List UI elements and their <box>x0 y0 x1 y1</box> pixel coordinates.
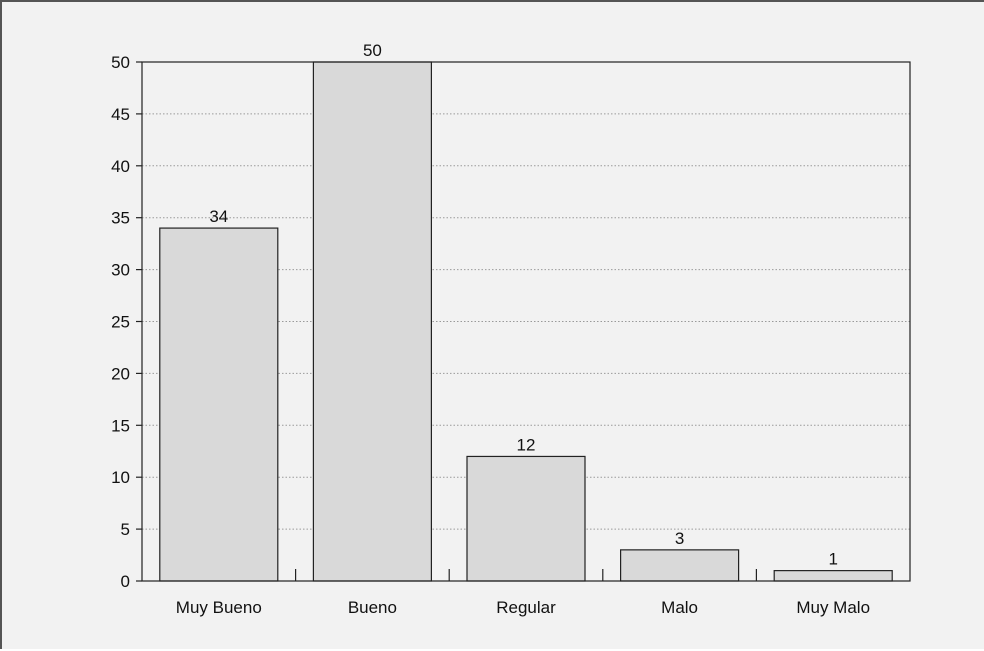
bar-regular <box>466 455 586 582</box>
x-category-label-muy-bueno: Muy Bueno <box>176 598 262 617</box>
bar-muy-bueno <box>159 227 279 582</box>
y-tick-label-35: 35 <box>111 209 130 228</box>
data-label-regular: 12 <box>517 435 536 454</box>
data-label-malo: 3 <box>675 529 684 548</box>
x-category-label-malo: Malo <box>661 598 698 617</box>
y-tick-label-10: 10 <box>111 468 130 487</box>
x-category-label-muy-malo: Muy Malo <box>796 598 870 617</box>
y-tick-label-0: 0 <box>121 572 130 591</box>
y-tick-label-25: 25 <box>111 313 130 332</box>
bar-malo <box>619 549 740 582</box>
x-category-label-regular: Regular <box>496 598 556 617</box>
y-tick-label-5: 5 <box>121 520 130 539</box>
x-category-label-bueno: Bueno <box>348 598 397 617</box>
y-tick-label-15: 15 <box>111 416 130 435</box>
labels: 0 5 10 15 20 25 30 35 40 45 50 34 Muy Bueno 50 Bueno 12… <box>111 41 870 617</box>
data-label-bueno: 50 <box>363 41 382 60</box>
y-tick-label-30: 30 <box>111 261 130 280</box>
y-tick-label-45: 45 <box>111 105 130 124</box>
axes <box>136 61 911 582</box>
data-label-muy-bueno: 34 <box>209 207 228 226</box>
y-tick-label-20: 20 <box>111 364 130 383</box>
bar-bueno <box>312 61 432 582</box>
bars <box>159 61 893 582</box>
y-tick-label-50: 50 <box>111 53 130 72</box>
data-label-muy-malo: 1 <box>828 550 837 569</box>
bar-muy-malo <box>773 570 893 582</box>
y-tick-label-40: 40 <box>111 157 130 176</box>
